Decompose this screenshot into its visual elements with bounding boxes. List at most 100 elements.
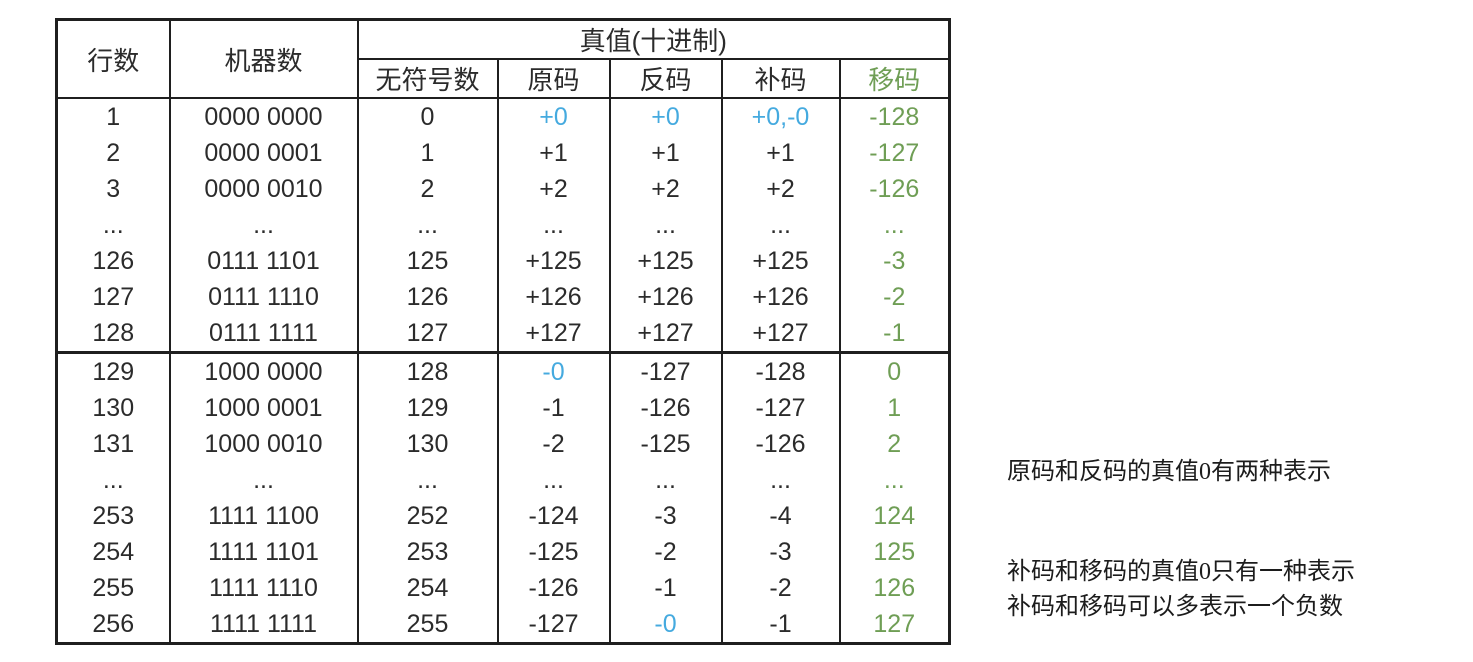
- cell-machine-number: 0111 1111: [168, 315, 359, 353]
- cell-excess-code: 125: [838, 534, 951, 570]
- header-row-top: 行数 机器数 真值(十进制): [55, 18, 951, 99]
- table-row: .....................: [55, 207, 951, 243]
- cell-ones-complement: +2: [608, 171, 723, 207]
- cell-twos-complement: +127: [720, 315, 841, 353]
- header-machine-number: 机器数: [168, 18, 359, 99]
- cell-unsigned: 128: [356, 351, 499, 390]
- cell-twos-complement: -126: [720, 426, 841, 462]
- cell-twos-complement: +126: [720, 279, 841, 315]
- cell-twos-complement: +1: [720, 135, 841, 171]
- table-row: 256 1111 1111 255 -127 -0 -1 127: [55, 606, 951, 644]
- cell-unsigned: 2: [356, 171, 499, 207]
- table-row: 126 0111 1101 125 +125 +125 +125 -3: [55, 243, 951, 279]
- cell-ones-complement: -126: [608, 390, 723, 426]
- cell-machine-number: ...: [168, 462, 359, 498]
- cell-sign-magnitude: +0: [496, 98, 611, 135]
- cell-ones-complement: -127: [608, 351, 723, 390]
- table-body: 1 0000 0000 0 +0 +0 +0,-0 -128 2 0000 0001 1 +1 +1 +…: [55, 98, 951, 644]
- table-row: 3 0000 0010 2 +2 +2 +2 -126: [55, 171, 951, 207]
- cell-sign-magnitude: -126: [496, 570, 611, 606]
- cell-machine-number: 0000 0001: [168, 135, 359, 171]
- cell-sign-magnitude: -1: [496, 390, 611, 426]
- cell-excess-code: 127: [838, 606, 951, 644]
- cell-ones-complement: +0: [608, 98, 723, 135]
- cell-excess-code: -126: [838, 171, 951, 207]
- table-row: .....................: [55, 462, 951, 498]
- cell-twos-complement: -128: [720, 351, 841, 390]
- cell-twos-complement: ...: [720, 462, 841, 498]
- cell-sign-magnitude: ...: [496, 462, 611, 498]
- cell-twos-complement: -3: [720, 534, 841, 570]
- cell-machine-number: 0111 1110: [168, 279, 359, 315]
- header-row-count: 行数: [55, 18, 171, 99]
- cell-row-number: 128: [55, 315, 171, 353]
- cell-excess-code: 1: [838, 390, 951, 426]
- note-sign-ones-two-zeros: 原码和反码的真值0有两种表示: [1007, 459, 1331, 485]
- cell-row-number: 1: [55, 98, 171, 135]
- cell-row-number: ...: [55, 207, 171, 243]
- cell-unsigned: 253: [356, 534, 499, 570]
- cell-row-number: 130: [55, 390, 171, 426]
- cell-sign-magnitude: +2: [496, 171, 611, 207]
- cell-ones-complement: +1: [608, 135, 723, 171]
- number-codes-table: 行数 机器数 真值(十进制) 无符号数 原码 反码 补码 移码 1 0000 00…: [55, 18, 951, 645]
- cell-sign-magnitude: +125: [496, 243, 611, 279]
- cell-excess-code: -127: [838, 135, 951, 171]
- cell-ones-complement: ...: [608, 462, 723, 498]
- table-row: 129 1000 0000 128 -0 -127 -128 0: [55, 351, 951, 390]
- cell-row-number: 126: [55, 243, 171, 279]
- cell-excess-code: 2: [838, 426, 951, 462]
- header-row-sub: 无符号数 原码 反码 补码 移码: [57, 58, 951, 99]
- cell-excess-code: -3: [838, 243, 951, 279]
- cell-unsigned: 129: [356, 390, 499, 426]
- cell-twos-complement: +125: [720, 243, 841, 279]
- cell-machine-number: 1111 1101: [168, 534, 359, 570]
- cell-sign-magnitude: ...: [496, 207, 611, 243]
- table-row: 131 1000 0010 130 -2 -125 -126 2: [55, 426, 951, 462]
- cell-ones-complement: ...: [608, 207, 723, 243]
- table-row: 130 1000 0001 129 -1 -126 -127 1: [55, 390, 951, 426]
- cell-sign-magnitude: +127: [496, 315, 611, 353]
- table-row: 1 0000 0000 0 +0 +0 +0,-0 -128: [55, 98, 951, 135]
- cell-unsigned: 126: [356, 279, 499, 315]
- cell-ones-complement: -2: [608, 534, 723, 570]
- cell-machine-number: ...: [168, 207, 359, 243]
- cell-sign-magnitude: -2: [496, 426, 611, 462]
- header-excess-code: 移码: [838, 58, 951, 99]
- table-row: 2 0000 0001 1 +1 +1 +1 -127: [55, 135, 951, 171]
- cell-row-number: 2: [55, 135, 171, 171]
- cell-unsigned: 127: [356, 315, 499, 353]
- table-row: 127 0111 1110 126 +126 +126 +126 -2: [55, 279, 951, 315]
- cell-ones-complement: -125: [608, 426, 723, 462]
- cell-excess-code: 0: [838, 351, 951, 390]
- cell-row-number: 131: [55, 426, 171, 462]
- cell-row-number: 254: [55, 534, 171, 570]
- table-row: 253 1111 1100 252 -124 -3 -4 124: [55, 498, 951, 534]
- cell-twos-complement: ...: [720, 207, 841, 243]
- cell-machine-number: 1111 1100: [168, 498, 359, 534]
- cell-unsigned: 252: [356, 498, 499, 534]
- note-twos-excess-extra-negative: 补码和移码可以多表示一个负数: [1007, 594, 1343, 620]
- cell-sign-magnitude: +126: [496, 279, 611, 315]
- cell-row-number: 3: [55, 171, 171, 207]
- note-twos-excess-one-zero: 补码和移码的真值0只有一种表示: [1007, 559, 1355, 585]
- cell-excess-code: 126: [838, 570, 951, 606]
- cell-machine-number: 1000 0001: [168, 390, 359, 426]
- table-row: 128 0111 1111 127 +127 +127 +127 -1: [55, 315, 951, 353]
- header-twos-complement: 补码: [720, 58, 841, 99]
- cell-twos-complement: -1: [720, 606, 841, 644]
- cell-sign-magnitude: -0: [496, 351, 611, 390]
- cell-machine-number: 1111 1110: [168, 570, 359, 606]
- header-unsigned: 无符号数: [356, 58, 499, 99]
- cell-machine-number: 0111 1101: [168, 243, 359, 279]
- cell-unsigned: 0: [356, 98, 499, 135]
- cell-excess-code: 124: [838, 498, 951, 534]
- header-ones-complement: 反码: [608, 58, 723, 99]
- cell-unsigned: 130: [356, 426, 499, 462]
- cell-machine-number: 1000 0000: [168, 351, 359, 390]
- cell-ones-complement: +126: [608, 279, 723, 315]
- cell-unsigned: ...: [356, 207, 499, 243]
- cell-machine-number: 0000 0000: [168, 98, 359, 135]
- cell-sign-magnitude: +1: [496, 135, 611, 171]
- cell-excess-code: -2: [838, 279, 951, 315]
